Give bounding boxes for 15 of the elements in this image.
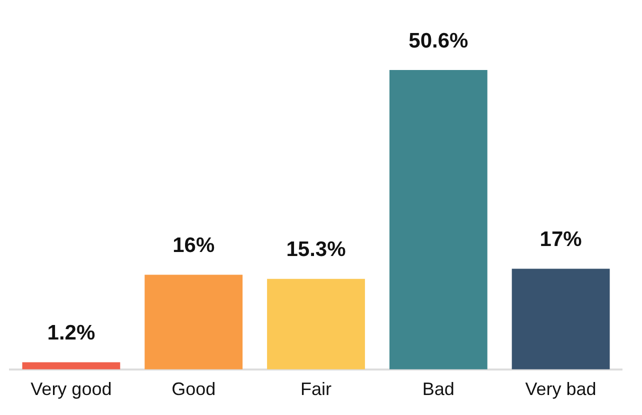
data-label: 16% [172, 234, 215, 258]
bar [144, 274, 243, 370]
bar [512, 268, 610, 370]
data-label: 17% [540, 228, 582, 252]
x-tick-label: Fair [300, 379, 332, 400]
x-tick-label: Bad [422, 379, 454, 400]
data-label: 15.3% [286, 238, 346, 262]
bar [389, 70, 488, 370]
x-tick-label: Very bad [525, 379, 596, 400]
data-label: 1.2% [47, 322, 96, 345]
data-label: 50.6% [408, 29, 468, 52]
x-tick-label: Very good [30, 379, 112, 400]
bar [267, 278, 365, 370]
x-tick-label: Good [172, 379, 216, 400]
bar [22, 362, 120, 370]
